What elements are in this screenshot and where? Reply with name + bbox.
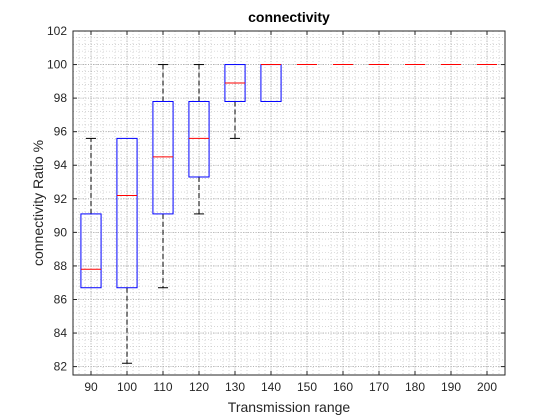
box-body: [188, 100, 210, 178]
chart-title: connectivity: [248, 9, 330, 25]
y-tick-label: 100: [47, 58, 67, 72]
box-90: [80, 137, 102, 289]
x-tick-label: 150: [297, 380, 317, 394]
x-tick-label: 170: [369, 380, 389, 394]
x-tick-label: 110: [153, 380, 172, 394]
y-axis-title: connectivity Ratio %: [30, 140, 46, 266]
y-tick-label: 96: [54, 125, 68, 139]
y-tick-label: 102: [47, 24, 67, 38]
y-tick-label: 82: [54, 360, 68, 374]
box-110: [152, 64, 174, 289]
box-body: [152, 100, 174, 215]
x-tick-label: 180: [405, 380, 425, 394]
y-tick-label: 92: [54, 192, 68, 206]
x-axis-title: Transmission range: [228, 399, 351, 415]
box-body: [116, 137, 138, 289]
box-140: [260, 64, 282, 102]
y-tick-label: 90: [54, 225, 68, 239]
x-tick-label: 130: [225, 380, 245, 394]
grid: [73, 30, 505, 375]
y-tick-label: 98: [54, 91, 68, 105]
box-120: [188, 64, 210, 215]
y-tick-label: 94: [54, 158, 68, 172]
x-tick-label: 90: [84, 380, 98, 394]
y-tick-label: 88: [54, 259, 68, 273]
x-tick-label: 120: [189, 380, 209, 394]
box-130: [224, 64, 246, 139]
x-tick-label: 160: [333, 380, 353, 394]
ticks: 82 84 86 88 90 92 94 96 98 100 102 90 100 110 120 130 14…: [47, 24, 505, 394]
y-tick-label: 86: [54, 292, 68, 306]
axes-frame: [72, 30, 506, 376]
x-tick-label: 140: [261, 380, 281, 394]
y-tick-label: 84: [54, 326, 68, 340]
x-tick-label: 100: [117, 380, 137, 394]
box-100: [116, 137, 138, 364]
boxes: [80, 64, 498, 364]
x-tick-label: 190: [441, 380, 461, 394]
box-body: [80, 213, 102, 289]
x-tick-label: 200: [477, 380, 497, 394]
